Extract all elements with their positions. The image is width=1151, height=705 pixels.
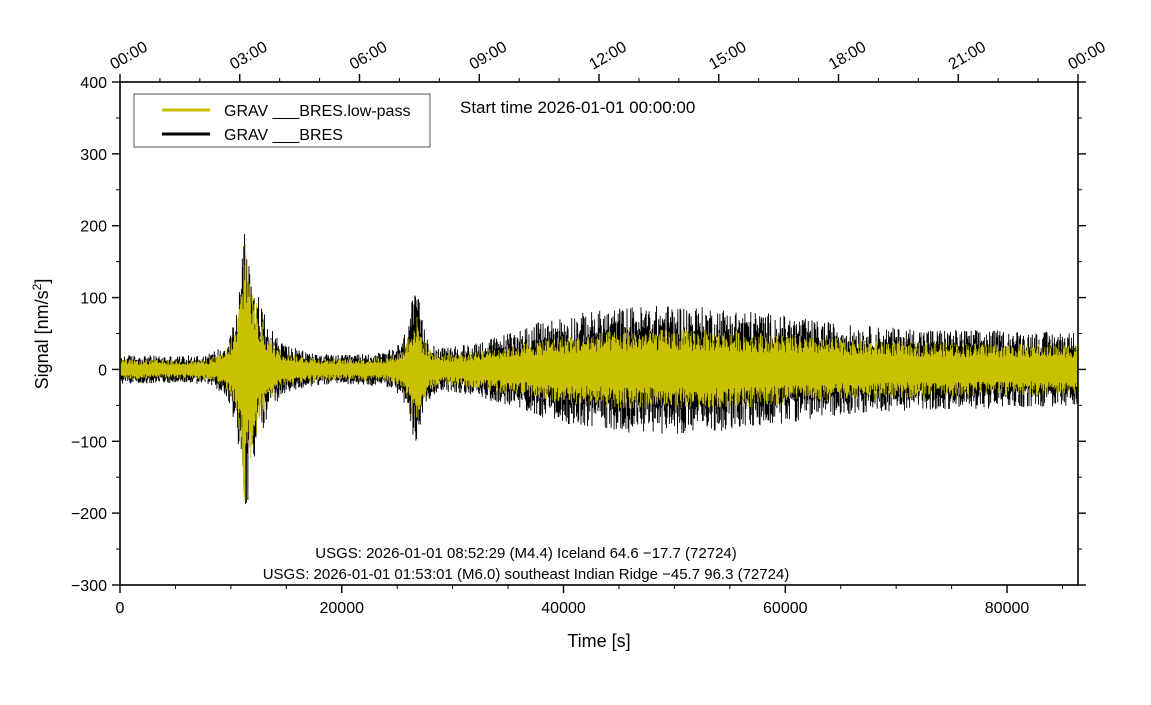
- top-time-label: 06:00: [347, 39, 390, 74]
- annotation-iceland: USGS: 2026-01-01 08:52:29 (M4.4) Iceland…: [315, 545, 737, 562]
- y-axis-label: Signal [nm/s2]: [30, 279, 52, 390]
- y-tick-label: 400: [80, 75, 107, 92]
- y-tick-label: 300: [80, 147, 107, 164]
- y-tick-label: 100: [80, 291, 107, 308]
- y-tick-label: −100: [71, 434, 107, 451]
- legend: GRAV ___BRES.low-pass GRAV ___BRES: [133, 93, 431, 148]
- x-axis-label: Time [s]: [567, 631, 630, 651]
- x-tick-label: 80000: [985, 600, 1030, 617]
- top-time-label: 12:00: [587, 39, 630, 74]
- annotation-indian-ridge: USGS: 2026-01-01 01:53:01 (M6.0) southea…: [263, 566, 790, 583]
- axis-ticks: [112, 74, 1086, 593]
- series-lowpass-trace: [119, 244, 1079, 501]
- x-tick-label: 20000: [320, 600, 365, 617]
- top-time-label: 00:00: [1066, 39, 1109, 74]
- top-time-label: 21:00: [946, 39, 989, 74]
- legend-label-lowpass: GRAV ___BRES.low-pass: [224, 103, 410, 120]
- y-tick-label: −300: [71, 578, 107, 595]
- x-tick-label: 40000: [541, 600, 586, 617]
- legend-label-raw: GRAV ___BRES: [224, 127, 343, 144]
- y-tick-label: 200: [80, 219, 107, 236]
- top-time-label: 09:00: [467, 39, 510, 74]
- x-tick-label: 0: [116, 600, 125, 617]
- top-time-label: 18:00: [826, 39, 869, 74]
- legend-box: [133, 93, 431, 148]
- x-tick-labels: 0 20000 40000 60000 80000: [116, 600, 1030, 617]
- y-tick-labels: −300 −200 −100 0 100 200 300 400: [71, 75, 107, 595]
- chart-title: Start time 2026-01-01 00:00:00: [460, 98, 695, 117]
- signal-traces: [119, 234, 1079, 505]
- y-axis-label-sup: 2: [30, 283, 44, 290]
- top-time-label: 00:00: [108, 39, 151, 74]
- x-tick-label: 60000: [763, 600, 808, 617]
- y-tick-label: −200: [71, 506, 107, 523]
- top-time-axis-labels: 00:00 03:00 06:00 09:00 12:00 15:00 18:00 21:00…: [108, 39, 1109, 74]
- top-time-label: 03:00: [227, 39, 270, 74]
- y-tick-label: 0: [98, 362, 107, 379]
- y-axis-label-main: Signal [nm/s: [32, 290, 52, 389]
- top-time-label: 15:00: [706, 39, 749, 74]
- y-axis-label-close: ]: [32, 279, 52, 284]
